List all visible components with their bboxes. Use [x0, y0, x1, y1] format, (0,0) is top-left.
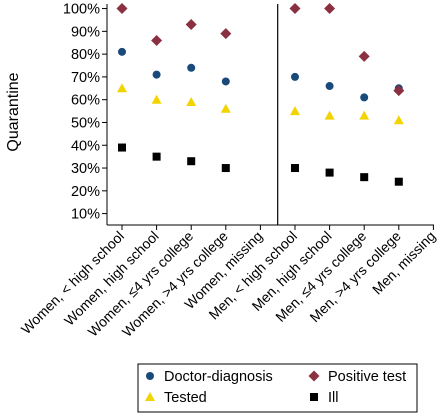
legend-box — [137, 363, 418, 413]
triangle-point — [117, 83, 127, 93]
y-tick-label: 30% — [71, 161, 100, 177]
diamond-point — [220, 28, 232, 40]
legend-diamond-marker — [308, 370, 320, 382]
y-tick-label: 50% — [71, 115, 100, 131]
triangle-point — [324, 110, 335, 120]
triangle-point — [290, 106, 300, 116]
triangle-point — [359, 110, 370, 120]
legend-label: Doctor-diagnosis — [164, 369, 273, 385]
circle-point — [152, 70, 161, 79]
square-point — [291, 164, 299, 173]
circle-point — [325, 82, 334, 91]
square-point — [118, 143, 126, 152]
square-point — [360, 173, 369, 182]
legend-circle-marker — [146, 372, 154, 380]
square-point — [394, 177, 403, 186]
diamond-point — [289, 3, 301, 15]
legend-label: Tested — [164, 390, 207, 406]
y-tick-label: 70% — [71, 70, 100, 86]
square-point — [187, 157, 196, 166]
diamond-point — [393, 85, 405, 97]
y-tick-label: 20% — [71, 184, 100, 200]
y-tick-label: 100% — [63, 2, 100, 18]
y-axis-label: Quarantine — [5, 72, 22, 151]
diamond-point — [324, 3, 336, 15]
y-tick-label: 90% — [71, 24, 100, 40]
legend: Doctor-diagnosis Positive test Tested Ill — [137, 363, 418, 413]
diamond-point — [116, 3, 128, 15]
square-point — [325, 168, 334, 177]
diamond-point — [358, 50, 370, 62]
triangle-point — [220, 103, 231, 113]
legend-triangle-marker — [145, 392, 155, 401]
triangle-point — [186, 96, 197, 106]
triangle-point — [393, 115, 404, 125]
circle-point — [118, 47, 126, 56]
y-tick-label: 80% — [71, 47, 100, 63]
diamond-point — [151, 34, 163, 46]
square-point — [221, 164, 230, 173]
y-tick-label: 60% — [71, 93, 100, 109]
legend-square-marker — [310, 393, 318, 401]
circle-point — [291, 72, 299, 81]
diamond-point — [185, 19, 197, 31]
square-point — [152, 152, 161, 161]
legend-label: Ill — [328, 390, 338, 406]
circle-point — [221, 77, 230, 86]
legend-label: Positive test — [328, 369, 406, 385]
y-tick-label: 40% — [71, 138, 100, 154]
triangle-point — [151, 94, 162, 104]
circle-point — [187, 63, 196, 72]
circle-point — [360, 93, 369, 102]
y-tick-label: 10% — [71, 207, 100, 223]
